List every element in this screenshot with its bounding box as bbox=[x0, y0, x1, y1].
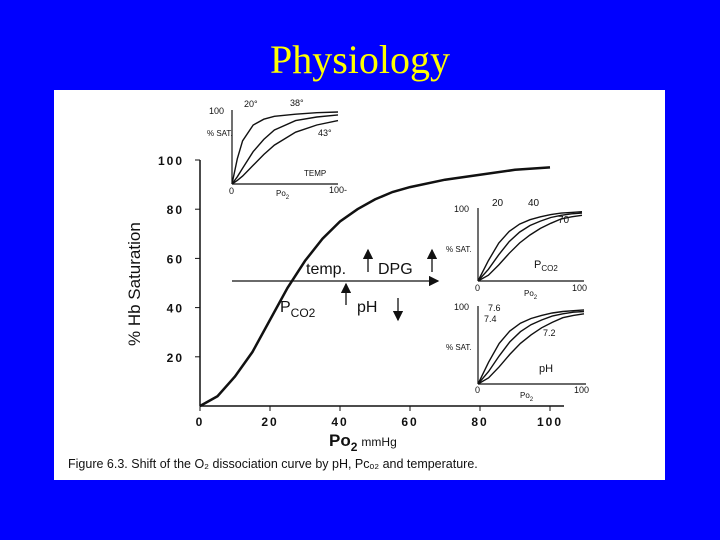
figure-svg: 20 40 60 80 100 0 20 40 60 80 100 % Hb Saturation… bbox=[68, 98, 589, 471]
inset-pco2-xtick-100: 100 bbox=[572, 283, 587, 293]
main-dissociation-curve bbox=[199, 166, 551, 408]
inset-ph-xlabel: pH bbox=[539, 363, 553, 375]
inset-pco2: 100 % SAT. 0 100 PCO2 Po2 20 40 70 bbox=[446, 198, 587, 301]
main-chart: 20 40 60 80 100 0 20 40 60 80 100 % Hb Saturation… bbox=[125, 154, 564, 454]
inset-pco2-xlabel: PCO2 bbox=[534, 259, 558, 273]
figure-caption: Figure 6.3. Shift of the O₂ dissociation… bbox=[68, 457, 478, 471]
inset-pco2-curve-0 bbox=[477, 211, 583, 282]
annotation-pco2: PCO2 bbox=[280, 299, 316, 320]
inset-pco2-series-label-20: 20 bbox=[492, 198, 504, 209]
inset-pco2-xtick-0: 0 bbox=[475, 283, 480, 293]
inset-temp-curve-0 bbox=[231, 111, 339, 185]
inset-temp-ytick-100: 100 bbox=[209, 106, 224, 116]
main-xtick-label-80: 80 bbox=[471, 415, 488, 429]
main-xtick-label-20: 20 bbox=[261, 415, 278, 429]
inset-temp-curve-2 bbox=[231, 119, 339, 185]
inset-pco2-series-label-70: 70 bbox=[558, 215, 570, 226]
main-ytick-label-20: 20 bbox=[167, 351, 184, 365]
inset-pco2-po2-label: Po2 bbox=[524, 289, 538, 301]
annotation-temp: temp. bbox=[306, 261, 346, 278]
inset-ph-series-label-7-4: 7.4 bbox=[484, 314, 497, 324]
inset-ph-series-label-7-2: 7.2 bbox=[543, 328, 556, 338]
inset-ph-xtick-0: 0 bbox=[475, 385, 480, 395]
inset-temperature: 100 % SAT. 0 100- TEMP Po2 20° 38° 43° bbox=[207, 98, 347, 201]
inset-temp-xtick-0: 0 bbox=[229, 186, 234, 196]
inset-ph-curve-1 bbox=[477, 310, 585, 385]
annotation-dpg: DPG bbox=[378, 261, 413, 278]
inset-pco2-ylabel: % SAT. bbox=[446, 245, 472, 254]
inset-ph-po2-label: Po2 bbox=[520, 391, 534, 403]
main-ytick-label-40: 40 bbox=[167, 302, 184, 316]
main-ytick-label-80: 80 bbox=[167, 203, 184, 217]
inset-temp-ylabel: % SAT. bbox=[207, 129, 233, 138]
figure-panel: 20 40 60 80 100 0 20 40 60 80 100 % Hb Saturation… bbox=[54, 90, 665, 480]
inset-temp-series-label-43: 43° bbox=[318, 128, 332, 138]
inset-temp-series-label-38: 38° bbox=[290, 98, 304, 108]
main-y-axis-label: % Hb Saturation bbox=[125, 222, 144, 346]
inset-pco2-curve-1 bbox=[477, 212, 583, 282]
inset-temp-xtick-100: 100- bbox=[329, 185, 347, 195]
inset-temp-xlabel: TEMP bbox=[304, 169, 326, 178]
inset-pco2-curve-2 bbox=[477, 214, 583, 282]
main-xtick-label-0: 0 bbox=[196, 415, 205, 429]
inset-ph: 100 % SAT. 0 100 pH Po2 7.6 7.4 7.2 bbox=[446, 302, 589, 403]
main-ytick-label-60: 60 bbox=[167, 252, 184, 266]
main-xtick-label-100: 100 bbox=[537, 415, 563, 429]
inset-ph-series-label-7-6: 7.6 bbox=[488, 303, 501, 313]
inset-temp-series-label-20: 20° bbox=[244, 99, 258, 109]
inset-ph-curve-0 bbox=[477, 309, 585, 385]
inset-ph-xtick-100: 100 bbox=[574, 385, 589, 395]
inset-ph-ytick-100: 100 bbox=[454, 302, 469, 312]
slide-title: Physiology bbox=[269, 37, 451, 82]
main-xtick-label-60: 60 bbox=[401, 415, 418, 429]
annotation-ph: pH bbox=[357, 299, 377, 316]
inset-temp-po2-label: Po2 bbox=[276, 189, 290, 201]
inset-temp-curve-1 bbox=[231, 114, 339, 185]
main-xtick-label-40: 40 bbox=[331, 415, 348, 429]
main-ytick-label-100: 100 bbox=[158, 154, 184, 168]
main-x-axis-label: Po2 mmHg bbox=[329, 431, 397, 454]
inset-ph-ylabel: % SAT. bbox=[446, 343, 472, 352]
inset-pco2-ytick-100: 100 bbox=[454, 204, 469, 214]
inset-pco2-series-label-40: 40 bbox=[528, 198, 540, 209]
inset-ph-curve-2 bbox=[477, 313, 585, 385]
